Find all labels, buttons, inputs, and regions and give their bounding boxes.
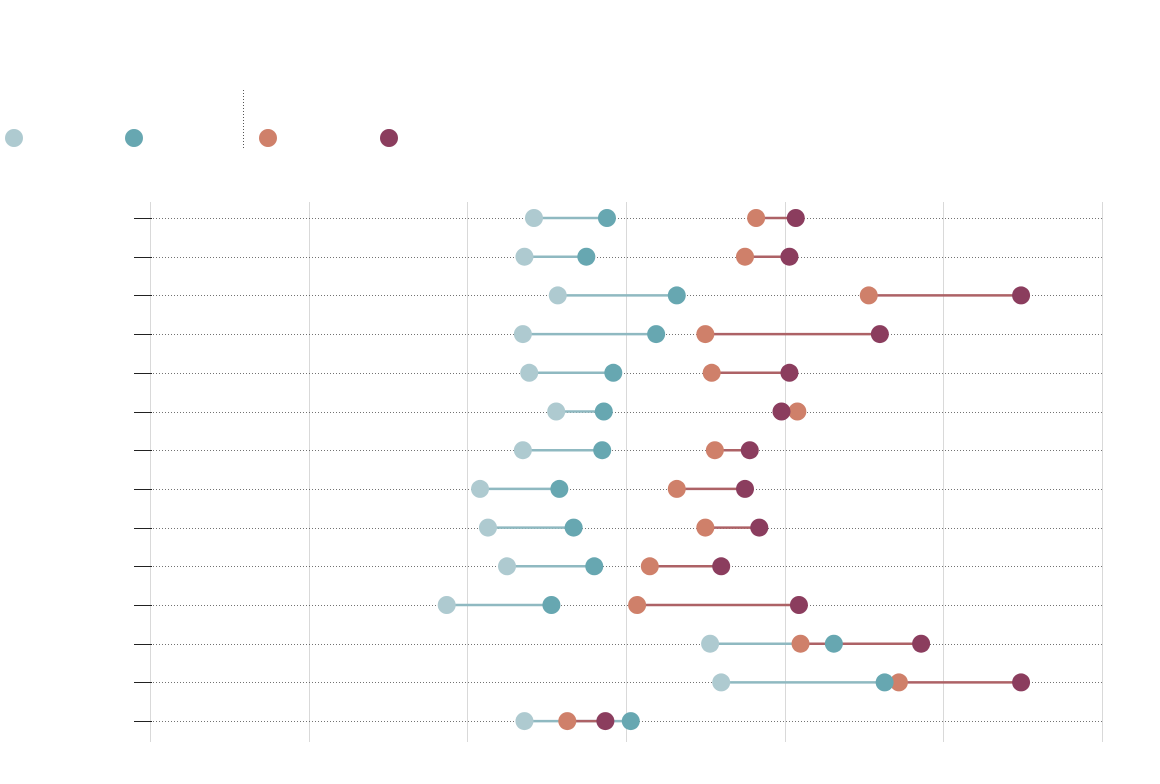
dot-s3 xyxy=(705,441,724,460)
dot-s3 xyxy=(747,209,766,227)
dot-s2 xyxy=(577,247,596,266)
dot-s1 xyxy=(712,673,731,692)
dot-s1 xyxy=(520,363,539,382)
dot-s1 xyxy=(701,634,720,653)
dot-s2 xyxy=(585,557,604,576)
dot-s3 xyxy=(667,479,686,498)
dot-s2 xyxy=(593,441,612,460)
dot-s4 xyxy=(870,325,889,344)
dumbbell-row-9 xyxy=(498,557,731,576)
dot-s4 xyxy=(780,363,799,382)
dot-s4 xyxy=(1012,286,1031,305)
dot-s2 xyxy=(542,596,561,614)
dot-s1 xyxy=(513,441,532,460)
dot-s2 xyxy=(824,634,843,653)
dot-s2 xyxy=(621,712,640,731)
dot-s3 xyxy=(736,247,754,266)
dot-s4 xyxy=(789,596,808,614)
dumbbell-row-5 xyxy=(547,402,807,421)
dot-s1 xyxy=(515,712,534,731)
dot-s1 xyxy=(478,518,497,537)
dot-s1 xyxy=(437,596,456,614)
dot-s3 xyxy=(558,712,577,731)
dot-s4 xyxy=(736,479,754,498)
dot-s3 xyxy=(628,596,647,614)
dot-s1 xyxy=(524,209,543,227)
row-guides xyxy=(134,218,1102,722)
dot-s4 xyxy=(750,518,769,537)
legend-swatch-s1 xyxy=(5,129,23,147)
legend-swatch-s4 xyxy=(380,129,398,147)
dot-s3 xyxy=(788,402,807,421)
dot-s2 xyxy=(550,479,569,498)
legend xyxy=(5,90,398,150)
dot-s4 xyxy=(780,247,799,266)
dot-s4 xyxy=(772,402,791,421)
dot-s1 xyxy=(471,479,490,498)
data-marks xyxy=(437,209,1031,731)
legend-swatch-s3 xyxy=(259,129,277,147)
dumbbell-row-7 xyxy=(471,479,754,498)
dumbbell-row-1 xyxy=(515,247,799,266)
dot-s2 xyxy=(667,286,686,305)
dot-s1 xyxy=(513,325,532,344)
legend-swatch-s2 xyxy=(125,129,143,147)
dot-s4 xyxy=(740,441,759,460)
dumbbell-row-4 xyxy=(520,363,799,382)
dumbbell-row-0 xyxy=(524,209,805,227)
dot-s1 xyxy=(548,286,567,305)
dumbbell-row-2 xyxy=(548,286,1031,305)
dumbbell-row-13 xyxy=(515,712,640,731)
dot-s2 xyxy=(564,518,583,537)
dumbbell-row-8 xyxy=(478,518,769,537)
dot-s2 xyxy=(597,209,616,227)
dot-s3 xyxy=(696,325,715,344)
dot-s1 xyxy=(547,402,566,421)
dot-s2 xyxy=(604,363,623,382)
dot-s3 xyxy=(889,673,908,692)
dot-s3 xyxy=(696,518,715,537)
dot-s1 xyxy=(515,247,534,266)
dumbbell-row-6 xyxy=(513,441,759,460)
dot-s3 xyxy=(702,363,721,382)
dot-s1 xyxy=(498,557,516,576)
dot-s4 xyxy=(596,712,615,731)
dot-s3 xyxy=(791,634,810,653)
dumbbell-row-12 xyxy=(712,673,1031,692)
dumbbell-row-10 xyxy=(437,596,808,614)
dot-s3 xyxy=(640,557,659,576)
dot-s3 xyxy=(859,286,878,305)
dot-s4 xyxy=(912,634,931,653)
dot-s4 xyxy=(1012,673,1031,692)
dot-s4 xyxy=(712,557,731,576)
dot-s2 xyxy=(594,402,613,421)
dumbbell-row-11 xyxy=(701,634,931,653)
vertical-gridlines xyxy=(150,202,1103,742)
dot-s4 xyxy=(786,209,805,227)
dumbbell-row-3 xyxy=(513,325,889,344)
dot-s2 xyxy=(647,325,666,344)
dot-s2 xyxy=(875,673,894,692)
